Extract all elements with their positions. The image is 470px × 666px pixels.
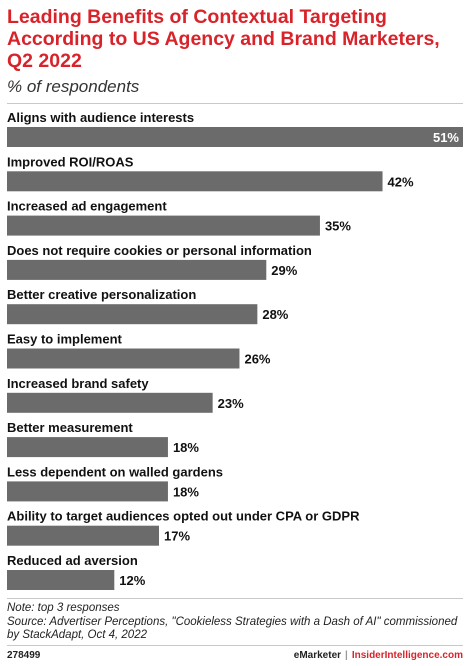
category-label: Ability to target audiences opted out un… bbox=[7, 509, 360, 524]
category-label: Aligns with audience interests bbox=[7, 110, 194, 125]
value-label: 23% bbox=[218, 396, 244, 411]
bar bbox=[7, 525, 159, 546]
footer-divider bbox=[7, 645, 463, 646]
value-label: 29% bbox=[271, 263, 297, 278]
chart-subtitle: % of respondents bbox=[7, 77, 140, 96]
bar bbox=[7, 259, 267, 280]
source-text: Source: Advertiser Perceptions, "Cookiel… bbox=[7, 615, 458, 642]
value-label: 18% bbox=[173, 440, 199, 455]
bar bbox=[7, 392, 213, 413]
bottom-divider bbox=[7, 598, 463, 599]
category-label: Does not require cookies or personal inf… bbox=[7, 243, 312, 258]
chart-id: 278499 bbox=[7, 650, 41, 661]
top-divider bbox=[7, 103, 463, 104]
category-label: Reduced ad aversion bbox=[7, 553, 138, 568]
bar bbox=[7, 348, 240, 369]
category-label: Better creative personalization bbox=[7, 287, 196, 302]
value-label: 35% bbox=[325, 219, 351, 234]
bar bbox=[7, 437, 168, 458]
category-label: Less dependent on walled gardens bbox=[7, 464, 223, 479]
value-label: 18% bbox=[173, 484, 199, 499]
value-label: 26% bbox=[244, 352, 270, 367]
bar bbox=[7, 304, 258, 325]
bar bbox=[7, 215, 320, 236]
value-label: 28% bbox=[262, 307, 288, 322]
note-text: Note: top 3 responses bbox=[7, 602, 120, 614]
bar bbox=[7, 127, 463, 147]
category-label: Increased ad engagement bbox=[7, 199, 167, 214]
bar-chart: Aligns with audience interests 51% Improve… bbox=[7, 110, 463, 590]
category-label: Improved ROI/ROAS bbox=[7, 154, 134, 169]
value-label: 12% bbox=[119, 573, 145, 588]
footnote: Note: top 3 responses Source: Advertiser… bbox=[7, 602, 463, 643]
brand-emarketer: eMarketer bbox=[293, 650, 342, 661]
bar bbox=[7, 481, 168, 502]
category-label: Increased brand safety bbox=[7, 376, 149, 391]
brand-footer: eMarketer | InsiderIntelligence.com bbox=[294, 650, 463, 661]
brand-separator: | bbox=[345, 650, 348, 661]
chart-title: Leading Benefits of Contextual Targeting… bbox=[7, 6, 440, 72]
category-label: Easy to implement bbox=[7, 332, 123, 347]
value-label: 42% bbox=[388, 174, 414, 189]
category-label: Better measurement bbox=[7, 420, 133, 435]
value-label: 51% bbox=[433, 130, 459, 145]
bar bbox=[7, 570, 115, 590]
brand-insider-intelligence[interactable]: InsiderIntelligence.com bbox=[351, 650, 463, 661]
bar bbox=[7, 171, 383, 192]
value-label: 17% bbox=[164, 529, 190, 544]
